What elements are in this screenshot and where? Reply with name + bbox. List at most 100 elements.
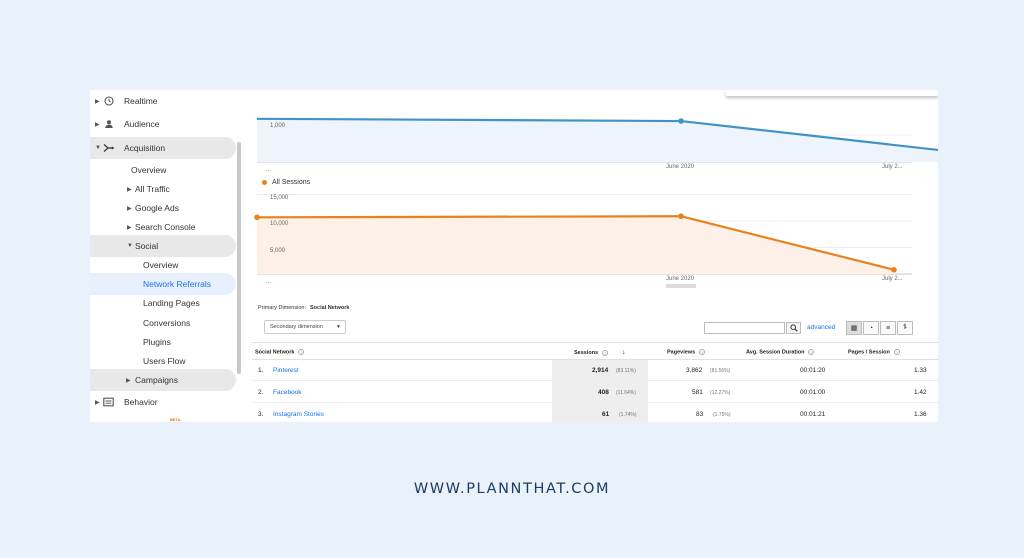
sidebar-item-label: Network Referrals — [143, 279, 212, 289]
view-toggle-group: ▦ ◔ ≡ ⥮ — [846, 321, 914, 335]
row-sessions-pct: (1.74%) — [619, 412, 637, 418]
primary-dimension-value[interactable]: Social Network — [309, 305, 350, 311]
performance-view-icon[interactable]: ≡ — [880, 321, 896, 335]
secondary-dimension-select[interactable]: Secondary dimension ▼ — [264, 320, 346, 334]
clock-icon — [103, 96, 114, 107]
sidebar-item-label: Overview — [143, 260, 179, 270]
sidebar-item-search-console[interactable]: ▶ Search Console — [90, 216, 236, 238]
sidebar-item-all-traffic[interactable]: ▶ All Traffic — [90, 178, 236, 200]
sidebar-item-conversions[interactable]: Conversions — [90, 312, 236, 334]
sidebar-item-label: Google Ads — [135, 203, 179, 213]
header-sessions[interactable]: Sessions? ↓ — [574, 349, 626, 356]
secondary-dimension-label: Secondary dimension — [270, 324, 323, 330]
row-pageviews-pct: (1.75%) — [713, 412, 731, 418]
sidebar-item-campaigns[interactable]: ▶ Campaigns — [90, 369, 236, 391]
sidebar-item-network-referrals[interactable]: Network Referrals — [90, 273, 236, 295]
sidebar-item-label: Users Flow — [143, 356, 186, 366]
primary-dimension: Primary Dimension: Social Network — [258, 305, 349, 311]
legend-label: All Sessions — [272, 179, 311, 186]
sort-down-icon: ↓ — [622, 349, 626, 356]
sidebar-item-label: Social — [135, 241, 159, 251]
data-point — [678, 118, 684, 124]
sidebar-item-acquisition[interactable]: ▼ Acquisition — [90, 137, 236, 159]
pie-view-icon[interactable]: ◔ — [863, 321, 879, 335]
sidebar-item-label: Plugins — [143, 337, 171, 347]
table-row: 1. Pinterest 2,914 (83.11%) 3,862 (81.56… — [252, 360, 938, 381]
table-header: Social Network? Sessions? ↓ Pageviews? Av… — [252, 342, 938, 360]
row-index: 2. — [258, 389, 264, 396]
table-view-icon[interactable]: ▦ — [846, 321, 862, 335]
sidebar-item-realtime[interactable]: ▶ Realtime — [90, 90, 236, 112]
series-area — [257, 118, 938, 162]
sidebar-item-plugins[interactable]: Plugins — [90, 331, 236, 353]
caret-right-icon: ▶ — [95, 121, 100, 128]
sidebar-item-label: Conversions — [143, 318, 191, 328]
primary-dimension-label: Primary Dimension: — [258, 305, 306, 311]
sessions-column-highlight — [552, 360, 648, 422]
sidebar-item-social[interactable]: ▼ Social — [90, 235, 236, 257]
header-pages-per-session[interactable]: Pages / Session? — [848, 349, 900, 356]
row-sessions: 2,914 — [592, 367, 609, 374]
caret-down-icon: ▼ — [95, 145, 101, 151]
legend-dot — [262, 180, 267, 185]
caret-right-icon: ▶ — [95, 98, 100, 105]
sidebar-item-audience[interactable]: ▶ Audience — [90, 113, 236, 135]
table-search-input[interactable] — [704, 322, 785, 334]
x-tick-label: June 2020 — [666, 164, 695, 170]
y-tick-label: 10,000 — [270, 221, 289, 227]
comparison-view-icon[interactable]: ⥮ — [897, 321, 913, 335]
header-pageviews[interactable]: Pageviews? — [667, 349, 706, 356]
header-social-network[interactable]: Social Network? — [255, 349, 305, 356]
caret-down-icon: ▼ — [127, 243, 133, 249]
table-row: 3. Instagram Stories 61 (1.74%) 83 (1.75… — [252, 404, 938, 422]
advanced-link[interactable]: advanced — [807, 324, 836, 331]
behavior-icon — [103, 397, 114, 408]
chevron-down-icon: ▼ — [336, 324, 341, 330]
chart-legend: All Sessions — [262, 179, 310, 186]
x-tick-label: June 2020 — [666, 276, 695, 282]
caret-right-icon: ▶ — [127, 205, 132, 212]
sidebar-item-behavior[interactable]: ▶ Behavior — [90, 391, 236, 413]
tooltip-panel — [726, 90, 938, 96]
sidebar-item-social-overview[interactable]: Overview — [90, 254, 236, 276]
row-network-link[interactable]: Facebook — [273, 389, 302, 396]
row-sessions-pct: (11.64%) — [616, 390, 636, 396]
sidebar-item-label: Overview — [131, 165, 167, 175]
sidebar-item-label: Campaigns — [135, 375, 178, 385]
row-pages-per-session: 1.42 — [914, 389, 927, 396]
charts-svg — [254, 117, 938, 288]
table-row: 2. Facebook 408 (11.64%) 581 (12.27%) 00… — [252, 382, 938, 403]
y-tick-label: 5,000 — [270, 248, 286, 254]
row-sessions-pct: (83.11%) — [616, 368, 636, 374]
y-tick-label: 15,000 — [270, 195, 289, 201]
person-icon — [103, 119, 114, 130]
caret-right-icon: ▶ — [126, 377, 131, 384]
header-avg-session-duration[interactable]: Avg. Session Duration? — [746, 349, 815, 356]
sidebar-item-users-flow[interactable]: Users Flow — [90, 350, 236, 372]
data-table-section: Primary Dimension: Social Network Seconda… — [252, 300, 938, 422]
sidebar-item-google-ads[interactable]: ▶ Google Ads — [90, 197, 236, 219]
x-tick-label: July 2... — [882, 164, 903, 170]
row-network-link[interactable]: Pinterest — [273, 367, 299, 374]
sidebar-item-label: All Traffic — [135, 184, 170, 194]
analytics-screenshot: ▶ Realtime ▶ Audience ▼ Acquisition Over… — [90, 90, 938, 422]
row-duration: 00:01:20 — [800, 367, 826, 374]
sidebar-item-label: Acquisition — [124, 143, 166, 153]
data-point — [678, 213, 684, 220]
row-index: 1. — [258, 367, 264, 374]
website-url: WWW.PLANNTHAT.COM — [413, 481, 611, 497]
sidebar-scrollbar[interactable] — [237, 142, 241, 374]
data-point — [254, 214, 260, 221]
chart-area: 1,000 ... June 2020 July 2... All Sessio… — [252, 90, 938, 290]
row-network-link[interactable]: Instagram Stories — [273, 411, 324, 418]
row-pageviews: 3,862 — [686, 367, 703, 374]
sidebar-item-label: Search Console — [135, 222, 196, 232]
sidebar-item-acq-overview[interactable]: Overview — [90, 159, 236, 181]
sidebar-item-label: Audience — [124, 119, 160, 129]
row-pages-per-session: 1.36 — [914, 411, 927, 418]
x-tick-label: July 2... — [882, 276, 903, 282]
row-pageviews: 581 — [692, 389, 703, 396]
search-button[interactable] — [786, 322, 801, 334]
data-point — [891, 266, 897, 273]
sidebar-item-landing-pages[interactable]: Landing Pages — [90, 292, 236, 314]
